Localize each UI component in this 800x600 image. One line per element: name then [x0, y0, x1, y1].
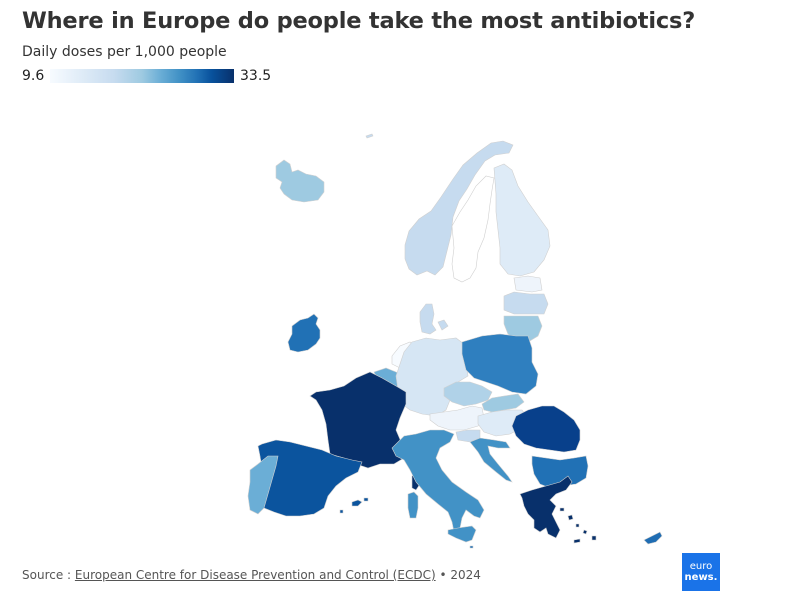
- region-croatia[interactable]: [469, 437, 513, 483]
- region-sardinia[interactable]: [407, 491, 419, 519]
- region-denmark[interactable]: [419, 303, 449, 335]
- region-poland[interactable]: [461, 333, 539, 395]
- source-suffix: • 2024: [435, 568, 481, 582]
- region-greek-islands[interactable]: [559, 507, 597, 544]
- europe-map: [0, 100, 800, 555]
- region-germany[interactable]: [395, 337, 469, 417]
- euronews-logo[interactable]: euro news.: [682, 553, 720, 591]
- region-norway[interactable]: [404, 140, 514, 276]
- region-ireland[interactable]: [287, 313, 321, 353]
- region-estonia[interactable]: [513, 275, 543, 293]
- source-prefix: Source :: [22, 568, 75, 582]
- legend-min-label: 9.6: [22, 68, 45, 84]
- logo-line1: euro: [689, 561, 713, 572]
- region-czechia[interactable]: [443, 381, 493, 407]
- region-iceland[interactable]: [275, 159, 325, 203]
- region-portugal[interactable]: [247, 455, 279, 515]
- region-romania[interactable]: [511, 405, 581, 453]
- source-footer: Source : European Centre for Disease Pre…: [22, 568, 481, 582]
- logo-line2: news.: [684, 572, 718, 583]
- region-finland[interactable]: [493, 163, 551, 277]
- legend-max-label: 33.5: [240, 68, 272, 84]
- page-title: Where in Europe do people take the most …: [22, 8, 696, 34]
- source-link[interactable]: European Centre for Disease Prevention a…: [74, 568, 436, 582]
- region-svalbard[interactable]: [365, 133, 374, 139]
- region-sweden[interactable]: [451, 175, 495, 283]
- region-cyprus[interactable]: [643, 531, 663, 545]
- region-sicily[interactable]: [447, 525, 477, 543]
- region-latvia[interactable]: [503, 291, 549, 315]
- region-italy[interactable]: [391, 429, 485, 533]
- region-balearics[interactable]: [339, 497, 369, 514]
- region-bulgaria[interactable]: [531, 455, 589, 489]
- region-malta[interactable]: [469, 545, 474, 549]
- region-slovakia[interactable]: [481, 393, 525, 413]
- legend-gradient-bar: [50, 69, 234, 83]
- legend-subtitle: Daily doses per 1,000 people: [22, 44, 227, 60]
- region-greece[interactable]: [519, 475, 573, 539]
